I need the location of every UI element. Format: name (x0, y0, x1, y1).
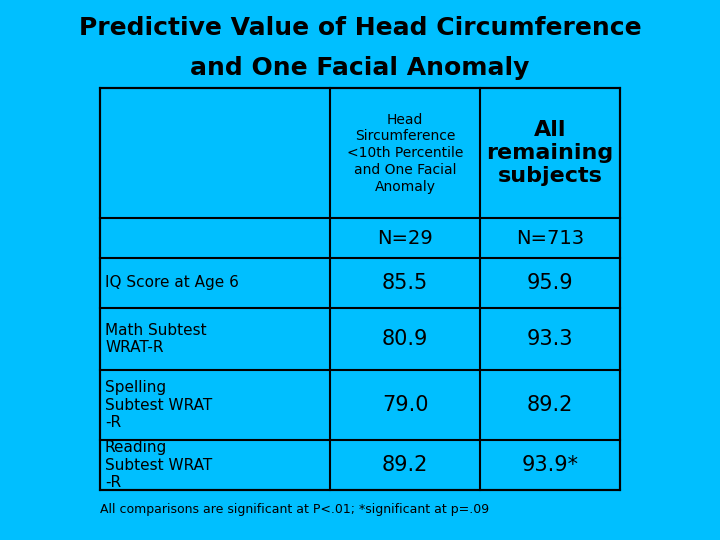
Text: All
remaining
subjects: All remaining subjects (487, 120, 613, 186)
Text: Spelling
Subtest WRAT
-R: Spelling Subtest WRAT -R (105, 380, 212, 430)
Text: IQ Score at Age 6: IQ Score at Age 6 (105, 275, 239, 291)
Text: Predictive Value of Head Circumference: Predictive Value of Head Circumference (78, 16, 642, 40)
Text: and One Facial Anomaly: and One Facial Anomaly (190, 56, 530, 80)
Text: N=29: N=29 (377, 228, 433, 247)
Text: 89.2: 89.2 (527, 395, 573, 415)
Text: Reading
Subtest WRAT
-R: Reading Subtest WRAT -R (105, 440, 212, 490)
Text: 93.3: 93.3 (527, 329, 573, 349)
Text: Math Subtest
WRAT-R: Math Subtest WRAT-R (105, 323, 207, 355)
Text: 80.9: 80.9 (382, 329, 428, 349)
Text: 89.2: 89.2 (382, 455, 428, 475)
Text: N=713: N=713 (516, 228, 584, 247)
Text: 85.5: 85.5 (382, 273, 428, 293)
Text: 95.9: 95.9 (527, 273, 573, 293)
Text: Head
Sircumference
<10th Percentile
and One Facial
Anomaly: Head Sircumference <10th Percentile and … (347, 112, 463, 193)
Text: 79.0: 79.0 (382, 395, 428, 415)
Text: All comparisons are significant at P<.01; *significant at p=.09: All comparisons are significant at P<.01… (100, 503, 489, 516)
Text: 93.9*: 93.9* (521, 455, 578, 475)
